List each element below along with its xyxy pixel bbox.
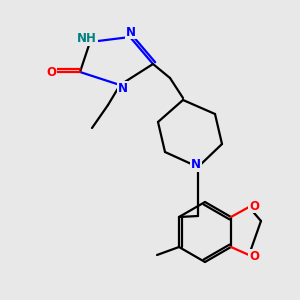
- Text: O: O: [249, 250, 259, 262]
- Text: O: O: [46, 65, 56, 79]
- Text: N: N: [118, 82, 128, 94]
- Text: N: N: [191, 158, 201, 172]
- Text: NH: NH: [77, 32, 97, 46]
- Text: O: O: [249, 200, 259, 212]
- Text: N: N: [126, 26, 136, 38]
